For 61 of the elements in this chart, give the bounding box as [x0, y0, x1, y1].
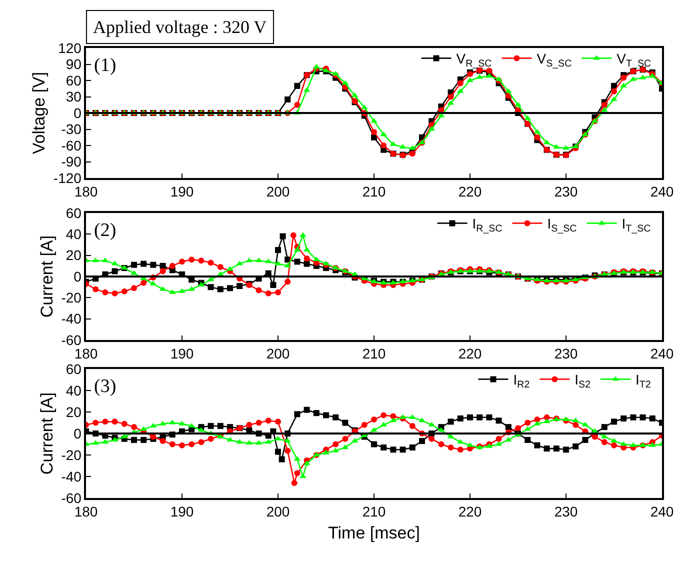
y-tick-label: 60 — [66, 204, 82, 221]
y-tick-label: -20 — [61, 290, 82, 306]
x-tick-label: 240 — [650, 504, 674, 520]
y-tick-label: -60 — [61, 137, 82, 154]
x-tick-label: 190 — [170, 184, 194, 200]
x-tick-label: 210 — [362, 346, 386, 362]
y-tick-label: -120 — [53, 170, 82, 186]
x-tick-label: 180 — [74, 504, 98, 520]
y-tick-label: -60 — [61, 332, 82, 348]
y-tick-label: 0 — [74, 425, 82, 442]
y-tick-label: -90 — [61, 154, 82, 170]
x-tick-label: 190 — [170, 504, 194, 520]
annotation: (1) — [94, 55, 116, 76]
chart-title: Applied voltage : 320 V — [93, 17, 267, 37]
x-tick-label: 240 — [650, 184, 674, 200]
x-tick-label: 180 — [74, 184, 98, 200]
x-tick-label: 220 — [458, 346, 482, 362]
legend-label: I$_{R_SC}$ — [472, 216, 502, 235]
legend-label: I$_{R2}$ — [513, 372, 530, 391]
legend-label: I$_{S_SC}$ — [547, 216, 577, 235]
x-tick-label: 200 — [266, 504, 290, 520]
legend-label: V$_{T_SC}$ — [616, 50, 652, 70]
y-tick-label: -30 — [61, 121, 82, 138]
x-tick-label: 210 — [362, 184, 386, 200]
y-tick-label: -60 — [61, 490, 82, 506]
y-tick-label: 20 — [66, 247, 82, 264]
y-tick-label: 60 — [66, 360, 82, 377]
x-tick-label: 230 — [554, 184, 578, 200]
y-tick-label: -40 — [61, 310, 82, 327]
y-tick-label: 0 — [74, 104, 82, 121]
legend-label: I$_{S2}$ — [574, 372, 591, 391]
y-tick-label: 90 — [66, 56, 82, 72]
y-tick-label: 60 — [66, 72, 82, 88]
y-axis-title: Voltage [V] — [29, 72, 48, 154]
x-tick-label: 200 — [266, 184, 290, 200]
y-tick-label: 120 — [58, 40, 82, 56]
x-tick-label: 200 — [266, 346, 290, 362]
annotation: (2) — [94, 220, 116, 241]
legend-label: I$_{T_SC}$ — [622, 216, 651, 235]
x-tick-label: 220 — [458, 184, 482, 200]
y-tick-label: 40 — [66, 382, 82, 398]
x-tick-label: 220 — [458, 504, 482, 520]
y-tick-label: 40 — [66, 226, 82, 242]
y-tick-label: 0 — [74, 268, 82, 284]
y-tick-label: 20 — [66, 404, 82, 420]
legend-label: I$_{T2}$ — [636, 372, 651, 391]
y-tick-label: -40 — [61, 468, 82, 484]
x-tick-label: 240 — [650, 346, 674, 362]
legend-label: V$_{R_SC}$ — [456, 50, 492, 70]
annotation: (3) — [94, 376, 116, 397]
x-tick-label: 180 — [74, 346, 98, 362]
x-tick-label: 190 — [170, 346, 194, 362]
y-tick-label: -20 — [61, 446, 82, 463]
x-tick-label: 210 — [362, 504, 386, 520]
x-tick-label: 230 — [554, 346, 578, 362]
y-tick-label: 30 — [66, 88, 82, 105]
y-axis-title: Current [A] — [37, 392, 56, 475]
x-tick-label: 230 — [554, 504, 578, 520]
legend-label: V$_{S_SC}$ — [536, 50, 572, 70]
y-axis-title: Current [A] — [37, 235, 56, 318]
x-axis-title: Time [msec] — [328, 523, 420, 542]
